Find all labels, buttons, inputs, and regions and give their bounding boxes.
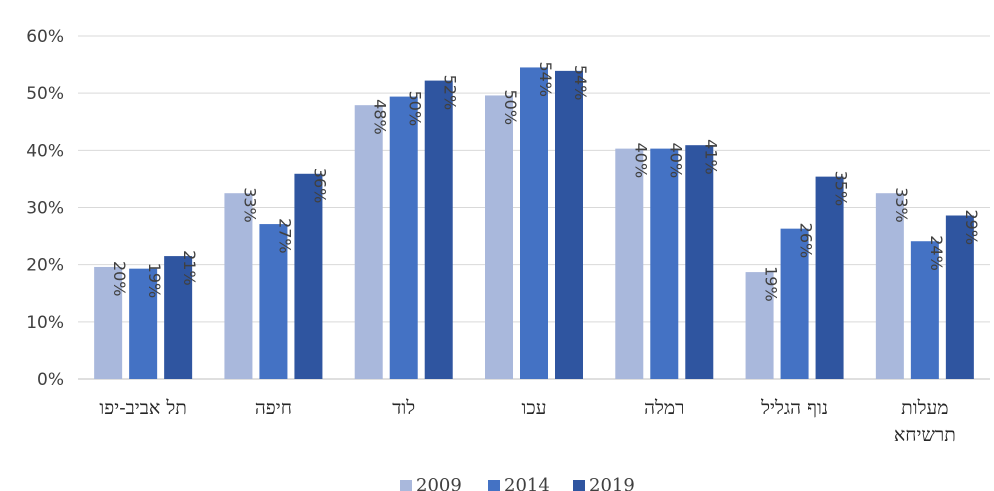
data-label: 40% [666, 143, 685, 179]
data-label: 29% [962, 210, 981, 246]
category-label: עכו [522, 397, 547, 419]
y-axis-tick-labels: 0% 10% 20% 30% 40% 50% 60% [26, 27, 64, 390]
category-label: תרשיחא [894, 424, 956, 446]
category-label: מעלות [901, 397, 948, 419]
category-label: רמלה [644, 397, 684, 419]
bar-2019 [815, 176, 844, 379]
bar-2014 [259, 224, 288, 379]
data-label: 50% [406, 91, 425, 127]
data-label: 36% [310, 168, 329, 204]
bar-2009 [354, 105, 383, 380]
legend-label: 2019 [589, 475, 635, 491]
legend-swatch [488, 480, 500, 491]
y-tick-label: 0% [37, 370, 64, 390]
bar-2019 [945, 215, 974, 379]
bar-2019 [164, 256, 193, 379]
data-label: 40% [631, 143, 650, 179]
y-tick-label: 30% [26, 199, 64, 219]
y-tick-label: 10% [26, 313, 64, 333]
bar-2019 [685, 145, 714, 379]
legend-label: 2009 [416, 475, 462, 491]
y-tick-label: 20% [26, 256, 64, 276]
bar-2014 [910, 241, 939, 379]
data-label: 26% [797, 223, 816, 259]
bar-2014 [129, 268, 158, 379]
bar-2009 [485, 95, 513, 379]
legend-swatch [573, 480, 585, 491]
data-label: 19% [762, 266, 781, 302]
bar-2009 [615, 148, 644, 379]
y-tick-label: 50% [26, 84, 64, 104]
category-label: לוד [392, 397, 415, 419]
bar-2009 [745, 272, 774, 379]
data-label: 54% [536, 61, 555, 97]
category-label: נוף הגליל [760, 397, 828, 419]
data-label: 27% [275, 218, 294, 254]
data-label: 24% [927, 235, 946, 271]
bar-2014 [650, 148, 679, 379]
data-label: 21% [180, 250, 199, 286]
data-label: 20% [110, 261, 129, 297]
y-tick-label: 60% [26, 27, 64, 47]
data-label: 52% [441, 75, 460, 111]
bar-2014 [780, 228, 809, 379]
legend-swatch [400, 480, 412, 491]
data-label: 41% [701, 139, 720, 175]
data-label: 54% [571, 65, 590, 101]
data-label: 33% [240, 187, 259, 223]
x-axis-category-labels: תל אביב-יפו חיפה לוד עכו רמלה נוף הגליל מעלות ת… [99, 397, 955, 446]
data-label: 33% [892, 187, 911, 223]
y-tick-label: 40% [26, 141, 64, 161]
bar-2009 [94, 266, 123, 379]
category-label: תל אביב-יפו [99, 397, 186, 419]
bar-2009 [875, 193, 904, 379]
data-labels: 20% 33% 48% 50% 40% 19% 33% 19% 27% 50% 54% 40% 26% 2… [110, 61, 981, 301]
bar-2019 [555, 70, 583, 379]
bar-2019 [294, 173, 323, 379]
data-label: 48% [371, 99, 390, 135]
bars [94, 67, 974, 380]
data-label: 50% [501, 89, 520, 125]
bar-2009 [224, 193, 253, 379]
category-label: חיפה [255, 397, 292, 419]
data-label: 19% [145, 263, 164, 299]
bar-2014 [389, 96, 418, 379]
bar-2019 [424, 80, 453, 379]
bar-2014 [520, 67, 548, 380]
legend: 2009 2014 2019 [400, 475, 635, 491]
legend-label: 2014 [504, 475, 550, 491]
data-label: 35% [832, 171, 851, 207]
